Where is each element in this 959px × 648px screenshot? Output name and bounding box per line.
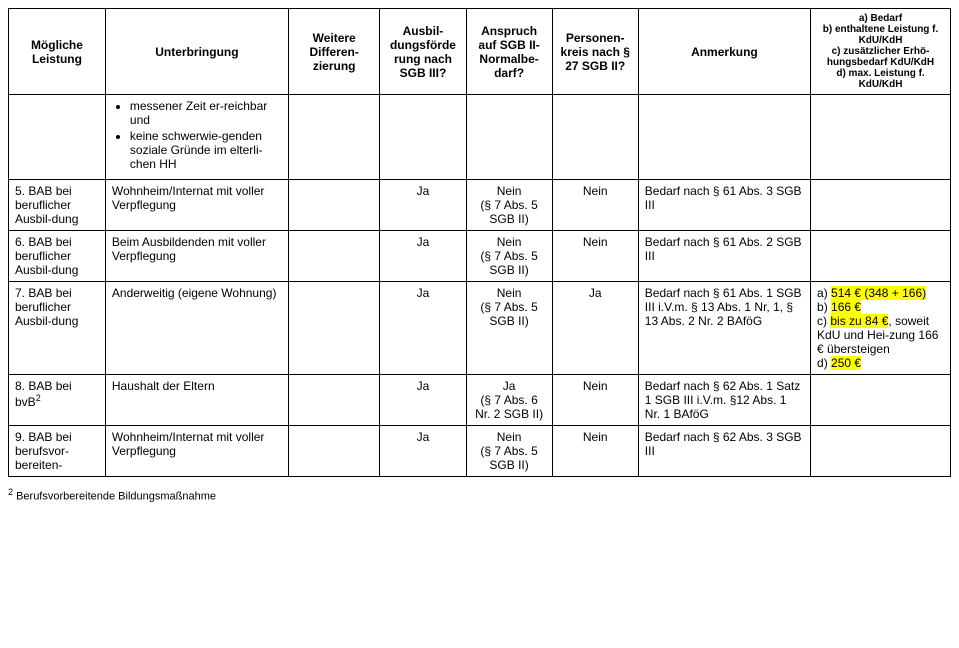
table-row: 6. BAB bei beruflicher Ausbil-dung Beim …: [9, 231, 951, 282]
cell-personen: Nein: [552, 375, 638, 426]
cell-unterbringung: Wohnheim/Internat mit voller Verpflegung: [105, 426, 288, 477]
cell-personen: Ja: [552, 282, 638, 375]
cell-ausbild: Ja: [380, 180, 466, 231]
cell-leistung: 8. BAB bei bvB2: [9, 375, 106, 426]
cell-bedarf: a) 514 € (348 + 166) b) 166 € c) bis zu …: [811, 282, 951, 375]
cell-personen: Nein: [552, 426, 638, 477]
cell-personen: Nein: [552, 231, 638, 282]
highlight: 514 € (348 + 166): [831, 286, 926, 300]
header-anspruch: Anspruch auf SGB II-Normalbe-darf?: [466, 9, 552, 95]
highlight: 166 €: [831, 300, 861, 314]
main-table: Mögliche Leistung Unterbringung Weitere …: [8, 8, 951, 477]
table-row: 8. BAB bei bvB2 Haushalt der Eltern Ja J…: [9, 375, 951, 426]
cell-anmerkung: Bedarf nach § 62 Abs. 1 Satz 1 SGB III i…: [638, 375, 810, 426]
highlight: 250 €: [831, 356, 861, 370]
header-personen: Personen-kreis nach § 27 SGB II?: [552, 9, 638, 95]
header-row: Mögliche Leistung Unterbringung Weitere …: [9, 9, 951, 95]
bullet-item: messener Zeit er-reichbar und: [130, 99, 282, 127]
footnote: 2 Berufsvorbereitende Bildungsmaßnahme: [8, 487, 951, 503]
cell-leistung: 5. BAB bei beruflicher Ausbil-dung: [9, 180, 106, 231]
cell-leistung: 7. BAB bei beruflicher Ausbil-dung: [9, 282, 106, 375]
cell-ausbild: Ja: [380, 282, 466, 375]
bullet-item: keine schwerwie-genden soziale Gründe im…: [130, 129, 282, 171]
cell-unterbringung: Wohnheim/Internat mit voller Verpflegung: [105, 180, 288, 231]
header-unterbringung: Unterbringung: [105, 9, 288, 95]
cell-ausbild: Ja: [380, 426, 466, 477]
table-row: 7. BAB bei beruflicher Ausbil-dung Ander…: [9, 282, 951, 375]
table-row: messener Zeit er-reichbar und keine schw…: [9, 95, 951, 180]
cell-anmerkung: Bedarf nach § 61 Abs. 1 SGB III i.V.m. §…: [638, 282, 810, 375]
highlight: bis zu 84 €: [830, 314, 888, 328]
header-anmerkung: Anmerkung: [638, 9, 810, 95]
cell-anspruch: Nein(§ 7 Abs. 5 SGB II): [466, 426, 552, 477]
cell-ausbild: Ja: [380, 375, 466, 426]
cell-anspruch: Nein(§ 7 Abs. 5 SGB II): [466, 231, 552, 282]
cell-anspruch: Nein(§ 7 Abs. 5 SGB II): [466, 180, 552, 231]
cell-personen: Nein: [552, 180, 638, 231]
cell-ausbild: Ja: [380, 231, 466, 282]
cell-unterbringung: Beim Ausbildenden mit voller Verpflegung: [105, 231, 288, 282]
cell-unterbringung: Anderweitig (eigene Wohnung): [105, 282, 288, 375]
cell-anspruch: Nein(§ 7 Abs. 5 SGB II): [466, 282, 552, 375]
header-bedarf: a) Bedarfb) enthaltene Leistung f. KdU/K…: [811, 9, 951, 95]
table-row: 9. BAB bei berufsvor-bereiten- Wohnheim/…: [9, 426, 951, 477]
table-row: 5. BAB bei beruflicher Ausbil-dung Wohnh…: [9, 180, 951, 231]
cell-leistung: 9. BAB bei berufsvor-bereiten-: [9, 426, 106, 477]
footnote-ref: 2: [36, 393, 41, 403]
cell-anmerkung: Bedarf nach § 61 Abs. 3 SGB III: [638, 180, 810, 231]
header-ausbild: Ausbil-dungsförde rung nach SGB III?: [380, 9, 466, 95]
cell-anmerkung: Bedarf nach § 61 Abs. 2 SGB III: [638, 231, 810, 282]
cell-leistung: 6. BAB bei beruflicher Ausbil-dung: [9, 231, 106, 282]
cell-anspruch: Ja(§ 7 Abs. 6 Nr. 2 SGB II): [466, 375, 552, 426]
cell-anmerkung: Bedarf nach § 62 Abs. 3 SGB III: [638, 426, 810, 477]
cell-unterbringung-cont: messener Zeit er-reichbar und keine schw…: [105, 95, 288, 180]
footnote-text: Berufsvorbereitende Bildungsmaßnahme: [13, 491, 216, 503]
cell-unterbringung: Haushalt der Eltern: [105, 375, 288, 426]
header-diff: Weitere Differen-zierung: [288, 9, 380, 95]
header-leistung: Mögliche Leistung: [9, 9, 106, 95]
